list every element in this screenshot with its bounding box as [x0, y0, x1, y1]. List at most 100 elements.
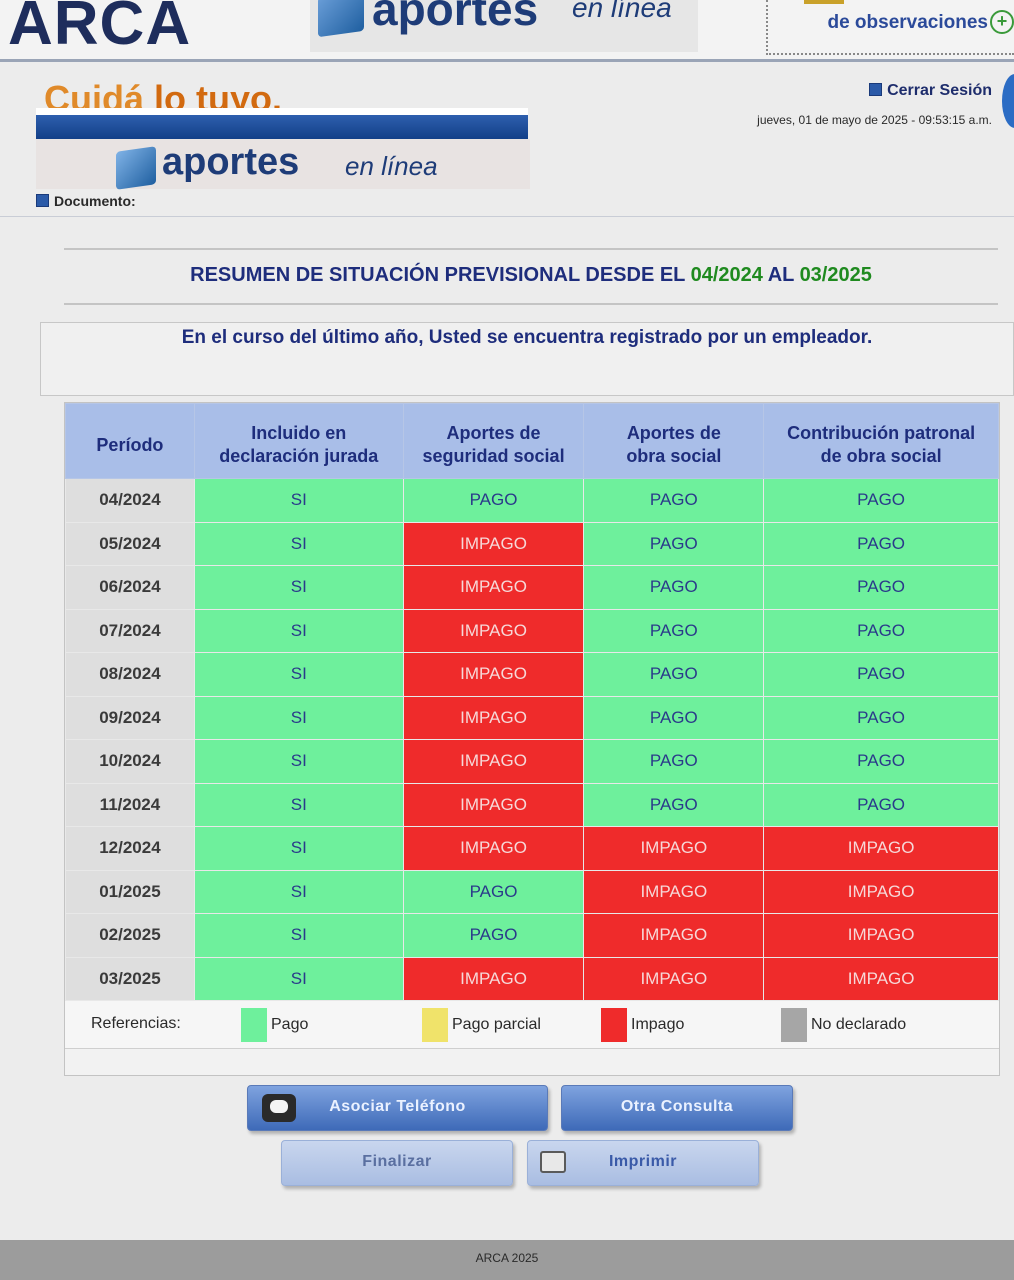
- incluido-cell: SI: [193, 869, 404, 914]
- finalizar-label: Finalizar: [362, 1153, 432, 1170]
- obra-cell: PAGO: [583, 695, 765, 740]
- observaciones-icon: [804, 0, 844, 4]
- table-row: 09/2024 SI IMPAGO PAGO PAGO: [65, 695, 999, 740]
- obra-cell: PAGO: [583, 478, 765, 523]
- speech-bubble-icon: [262, 1094, 296, 1122]
- periodo-cell: 06/2024: [65, 565, 195, 610]
- patronal-cell: PAGO: [763, 608, 999, 653]
- seguridad-cell: IMPAGO: [402, 782, 585, 827]
- periodo-cell: 11/2024: [65, 782, 195, 827]
- seguridad-cell: IMPAGO: [402, 652, 585, 697]
- table-row: 12/2024 SI IMPAGO IMPAGO IMPAGO: [65, 826, 999, 871]
- periodo-cell: 08/2024: [65, 652, 195, 697]
- patronal-cell: PAGO: [763, 652, 999, 697]
- header-obra-line2: obra social: [626, 446, 722, 466]
- otra-consulta-label: Otra Consulta: [620, 1098, 734, 1115]
- obra-cell: PAGO: [583, 565, 765, 610]
- finalizar-button[interactable]: Finalizar: [281, 1140, 513, 1186]
- incluido-cell: SI: [193, 565, 404, 610]
- legend-swatch: [241, 1008, 267, 1042]
- periodo-cell: 01/2025: [65, 869, 195, 914]
- header-seguridad: Aportes de seguridad social: [402, 403, 585, 479]
- aportes-logo-word: aportes: [162, 141, 300, 183]
- current-datetime: jueves, 01 de mayo de 2025 - 09:53:15 a.…: [757, 113, 992, 127]
- seguridad-cell: IMPAGO: [402, 739, 585, 784]
- periodo-cell: 07/2024: [65, 608, 195, 653]
- periodo-cell: 02/2025: [65, 913, 195, 958]
- seguridad-cell: IMPAGO: [402, 521, 585, 566]
- cube-icon: [116, 146, 156, 190]
- header-seguridad-line1: Aportes de: [446, 423, 541, 443]
- periodo-cell: 04/2024: [65, 478, 195, 523]
- seguridad-cell: IMPAGO: [402, 565, 585, 610]
- incluido-cell: SI: [193, 782, 404, 827]
- header-patronal-line1: Contribución patronal: [787, 423, 976, 443]
- observaciones-link[interactable]: de observaciones: [827, 12, 988, 33]
- aportes-banner-small: en línea: [572, 0, 672, 23]
- divider: [64, 248, 998, 250]
- summary-title: RESUMEN DE SITUACIÓN PREVISIONAL DESDE E…: [64, 264, 998, 287]
- incluido-cell: SI: [193, 478, 404, 523]
- table-row: 01/2025 SI PAGO IMPAGO IMPAGO: [65, 869, 999, 914]
- obra-cell: IMPAGO: [583, 826, 765, 871]
- patronal-cell: IMPAGO: [763, 913, 999, 958]
- otra-consulta-button[interactable]: Otra Consulta: [561, 1085, 793, 1131]
- patronal-cell: PAGO: [763, 478, 999, 523]
- patronal-cell: IMPAGO: [763, 869, 999, 914]
- header-periodo: Período: [65, 403, 195, 479]
- obra-cell: PAGO: [583, 782, 765, 827]
- cube-icon: [318, 0, 364, 38]
- incluido-cell: SI: [193, 695, 404, 740]
- incluido-cell: SI: [193, 739, 404, 784]
- references-legend: Referencias: Pago Pago parcial Impago No…: [65, 1001, 999, 1049]
- bullet-icon: [869, 83, 883, 96]
- situation-table-container: Período Incluido en declaración jurada Ap…: [64, 402, 1000, 1076]
- header-incluido-line1: Incluido en: [251, 423, 347, 443]
- legend-label: Impago: [631, 1016, 685, 1033]
- patronal-cell: PAGO: [763, 739, 999, 784]
- arca-logo: ARCA: [8, 0, 192, 58]
- patronal-cell: PAGO: [763, 565, 999, 610]
- imprimir-button[interactable]: Imprimir: [527, 1140, 759, 1186]
- printer-icon: [540, 1151, 566, 1173]
- legend-label: No declarado: [811, 1016, 907, 1033]
- table-row: 10/2024 SI IMPAGO PAGO PAGO: [65, 739, 999, 784]
- periodo-cell: 10/2024: [65, 739, 195, 784]
- header-incluido: Incluido en declaración jurada: [193, 403, 404, 479]
- table-row: 11/2024 SI IMPAGO PAGO PAGO: [65, 782, 999, 827]
- logout-label[interactable]: Cerrar Sesión: [887, 82, 992, 99]
- plus-icon[interactable]: +: [990, 10, 1014, 34]
- summary-to-date: 03/2025: [799, 264, 872, 286]
- obra-cell: IMPAGO: [583, 956, 765, 1001]
- aportes-banner-word: aportes: [372, 0, 539, 35]
- legend-swatch: [601, 1008, 627, 1042]
- asociar-telefono-button[interactable]: Asociar Teléfono: [247, 1085, 548, 1131]
- situation-table: Período Incluido en declaración jurada Ap…: [65, 403, 999, 1001]
- header-seguridad-line2: seguridad social: [422, 446, 565, 466]
- table-row: 04/2024 SI PAGO PAGO PAGO: [65, 478, 999, 523]
- patronal-cell: PAGO: [763, 521, 999, 566]
- asociar-telefono-label: Asociar Teléfono: [329, 1098, 466, 1115]
- observaciones-box[interactable]: de observaciones +: [766, 0, 1014, 55]
- table-row: 06/2024 SI IMPAGO PAGO PAGO: [65, 565, 999, 610]
- obra-cell: IMPAGO: [583, 913, 765, 958]
- legend-item-impago: Impago: [601, 1008, 684, 1042]
- legend-label: Pago parcial: [452, 1016, 541, 1033]
- header-patronal: Contribución patronal de obra social: [763, 403, 999, 479]
- table-header-row: Período Incluido en declaración jurada Ap…: [65, 403, 999, 479]
- periodo-cell: 09/2024: [65, 695, 195, 740]
- incluido-cell: SI: [193, 913, 404, 958]
- aportes-logo-small: en línea: [345, 151, 438, 181]
- legend-item-pago-parcial: Pago parcial: [422, 1008, 541, 1042]
- bullet-icon: [36, 194, 49, 207]
- blue-stripe: [36, 115, 528, 139]
- patronal-cell: IMPAGO: [763, 956, 999, 1001]
- header-obra-line1: Aportes de: [626, 423, 721, 443]
- obra-cell: PAGO: [583, 608, 765, 653]
- legend-label: Pago: [271, 1016, 309, 1033]
- seguridad-cell: IMPAGO: [402, 695, 585, 740]
- table-row: 08/2024 SI IMPAGO PAGO PAGO: [65, 652, 999, 697]
- logout-link[interactable]: Cerrar Sesión: [869, 82, 992, 100]
- obra-cell: IMPAGO: [583, 869, 765, 914]
- legend-item-pago: Pago: [241, 1008, 308, 1042]
